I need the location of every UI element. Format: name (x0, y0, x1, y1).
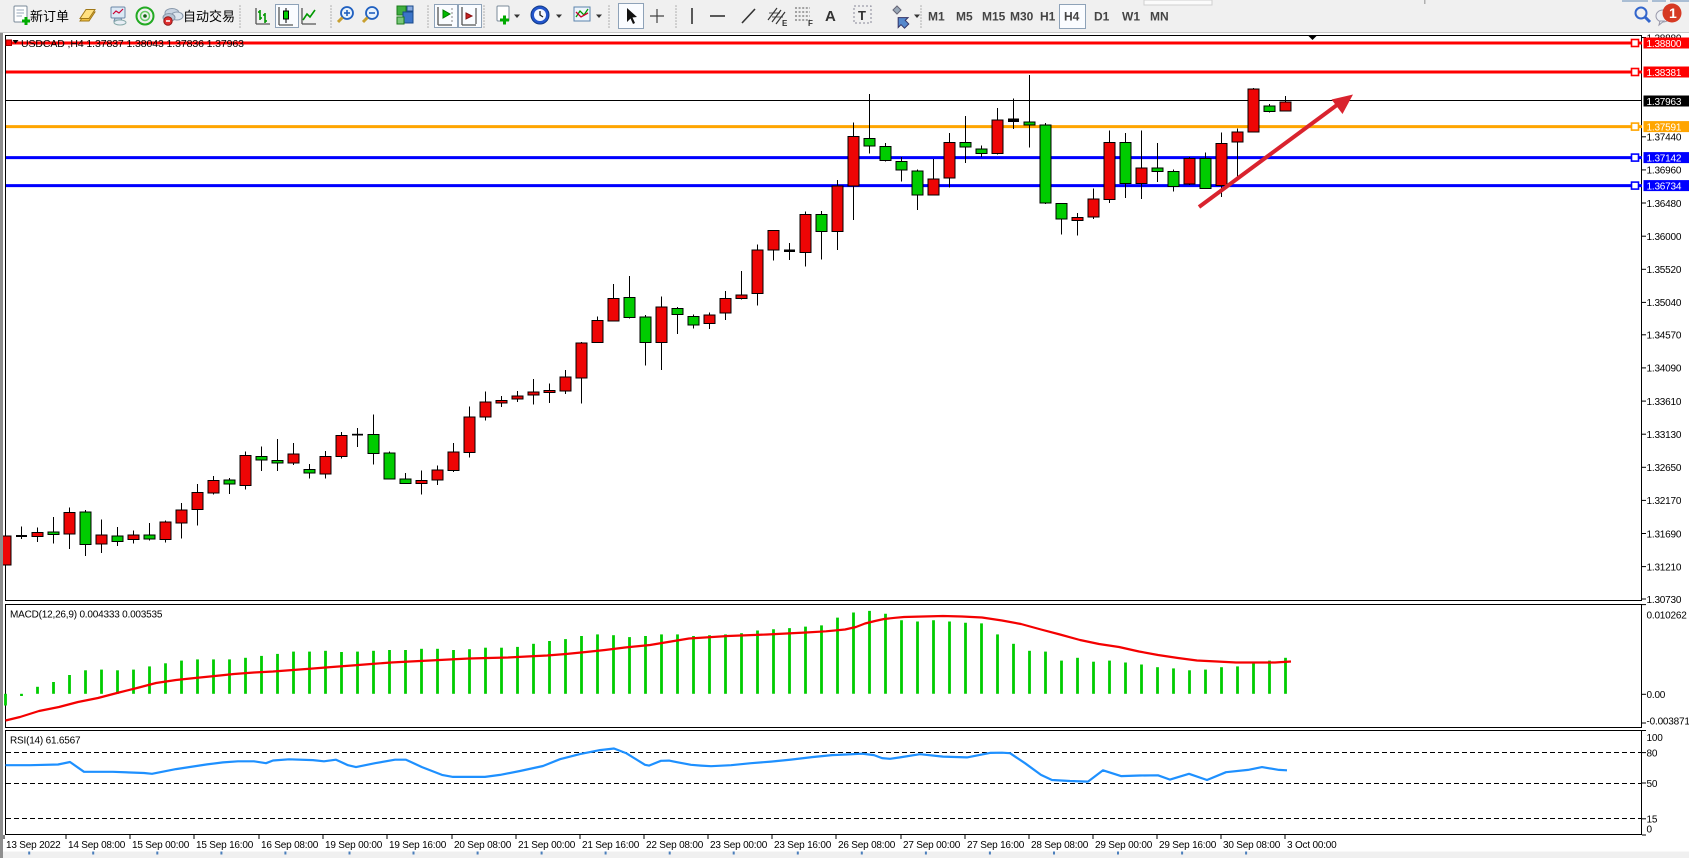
svg-text:1.31690: 1.31690 (1647, 529, 1682, 540)
svg-text:1.38800: 1.38800 (1647, 39, 1682, 50)
svg-text:30 Sep 08:00: 30 Sep 08:00 (1223, 840, 1281, 851)
svg-text:29 Sep 16:00: 29 Sep 16:00 (1159, 840, 1217, 851)
svg-text:W1: W1 (1122, 10, 1140, 24)
svg-text:15 Sep 00:00: 15 Sep 00:00 (132, 840, 190, 851)
svg-text:21 Sep 00:00: 21 Sep 00:00 (518, 840, 576, 851)
svg-text:T: T (858, 8, 866, 23)
svg-text:50: 50 (1647, 779, 1658, 790)
svg-text:21 Sep 16:00: 21 Sep 16:00 (582, 840, 640, 851)
svg-text:E: E (782, 19, 788, 28)
svg-text:MN: MN (1150, 10, 1169, 24)
svg-text:新订单: 新订单 (30, 9, 69, 24)
svg-text:M15: M15 (982, 10, 1006, 24)
svg-text:MACD(12,26,9) 0.004333 0.00353: MACD(12,26,9) 0.004333 0.003535 (10, 610, 163, 621)
svg-text:M1: M1 (928, 10, 945, 24)
svg-text:80: 80 (1647, 748, 1658, 759)
svg-text:26 Sep 08:00: 26 Sep 08:00 (838, 840, 896, 851)
svg-text:23 Sep 00:00: 23 Sep 00:00 (710, 840, 768, 851)
svg-text:0.010262: 0.010262 (1647, 610, 1688, 621)
svg-text:1.33610: 1.33610 (1647, 397, 1682, 408)
svg-text:D1: D1 (1094, 10, 1110, 24)
svg-text:15 Sep 16:00: 15 Sep 16:00 (196, 840, 254, 851)
svg-text:1.38381: 1.38381 (1647, 68, 1682, 79)
svg-text:19 Sep 16:00: 19 Sep 16:00 (389, 840, 447, 851)
svg-text:20 Sep 08:00: 20 Sep 08:00 (454, 840, 512, 851)
svg-text:27 Sep 16:00: 27 Sep 16:00 (967, 840, 1025, 851)
svg-text:1.36734: 1.36734 (1647, 181, 1682, 192)
svg-text:1.32170: 1.32170 (1647, 496, 1682, 507)
svg-text:22 Sep 08:00: 22 Sep 08:00 (646, 840, 704, 851)
svg-text:15: 15 (1647, 815, 1658, 826)
svg-text:13 Sep 2022: 13 Sep 2022 (6, 840, 61, 851)
svg-text:1.37142: 1.37142 (1647, 153, 1682, 164)
svg-text:A: A (825, 8, 836, 25)
svg-text:USDCAD ,H4 1.37837 1.38043 1.: USDCAD ,H4 1.37837 1.38043 1.37836 1.379… (21, 38, 244, 50)
svg-text:1.37591: 1.37591 (1647, 122, 1682, 133)
svg-text:M5: M5 (956, 10, 973, 24)
svg-text:H1: H1 (1040, 10, 1056, 24)
svg-text:1.35520: 1.35520 (1647, 265, 1682, 276)
svg-text:0: 0 (1647, 824, 1653, 835)
svg-text:27 Sep 00:00: 27 Sep 00:00 (903, 840, 961, 851)
svg-text:1.36960: 1.36960 (1647, 166, 1682, 177)
svg-text:F: F (808, 19, 813, 28)
svg-text:28 Sep 08:00: 28 Sep 08:00 (1031, 840, 1089, 851)
svg-text:16 Sep 08:00: 16 Sep 08:00 (261, 840, 319, 851)
svg-text:1.35040: 1.35040 (1647, 298, 1682, 309)
svg-text:1.30730: 1.30730 (1647, 595, 1682, 606)
svg-text:100: 100 (1647, 733, 1664, 744)
svg-text:1.36000: 1.36000 (1647, 232, 1682, 243)
svg-text:3 Oct 00:00: 3 Oct 00:00 (1287, 840, 1337, 851)
svg-text:14 Sep 08:00: 14 Sep 08:00 (68, 840, 126, 851)
svg-text:19 Sep 00:00: 19 Sep 00:00 (325, 840, 383, 851)
svg-text:1.32650: 1.32650 (1647, 463, 1682, 474)
svg-text:1.31210: 1.31210 (1647, 562, 1682, 573)
svg-text:1.34090: 1.34090 (1647, 364, 1682, 375)
svg-text:1.36480: 1.36480 (1647, 199, 1682, 210)
svg-text:1: 1 (1669, 5, 1677, 21)
svg-text:1.34570: 1.34570 (1647, 331, 1682, 342)
svg-text:0.00: 0.00 (1647, 690, 1666, 701)
svg-text:1.37963: 1.37963 (1647, 97, 1682, 108)
svg-text:H4: H4 (1064, 10, 1080, 24)
svg-text:-0.003871: -0.003871 (1647, 716, 1689, 727)
svg-text:自动交易: 自动交易 (183, 9, 235, 24)
svg-text:M30: M30 (1010, 10, 1034, 24)
svg-text:23 Sep 16:00: 23 Sep 16:00 (774, 840, 832, 851)
svg-text:29 Sep 00:00: 29 Sep 00:00 (1095, 840, 1153, 851)
svg-text:RSI(14) 61.6567: RSI(14) 61.6567 (10, 736, 81, 747)
svg-text:1.37440: 1.37440 (1647, 133, 1682, 144)
svg-text:1.33130: 1.33130 (1647, 430, 1682, 441)
